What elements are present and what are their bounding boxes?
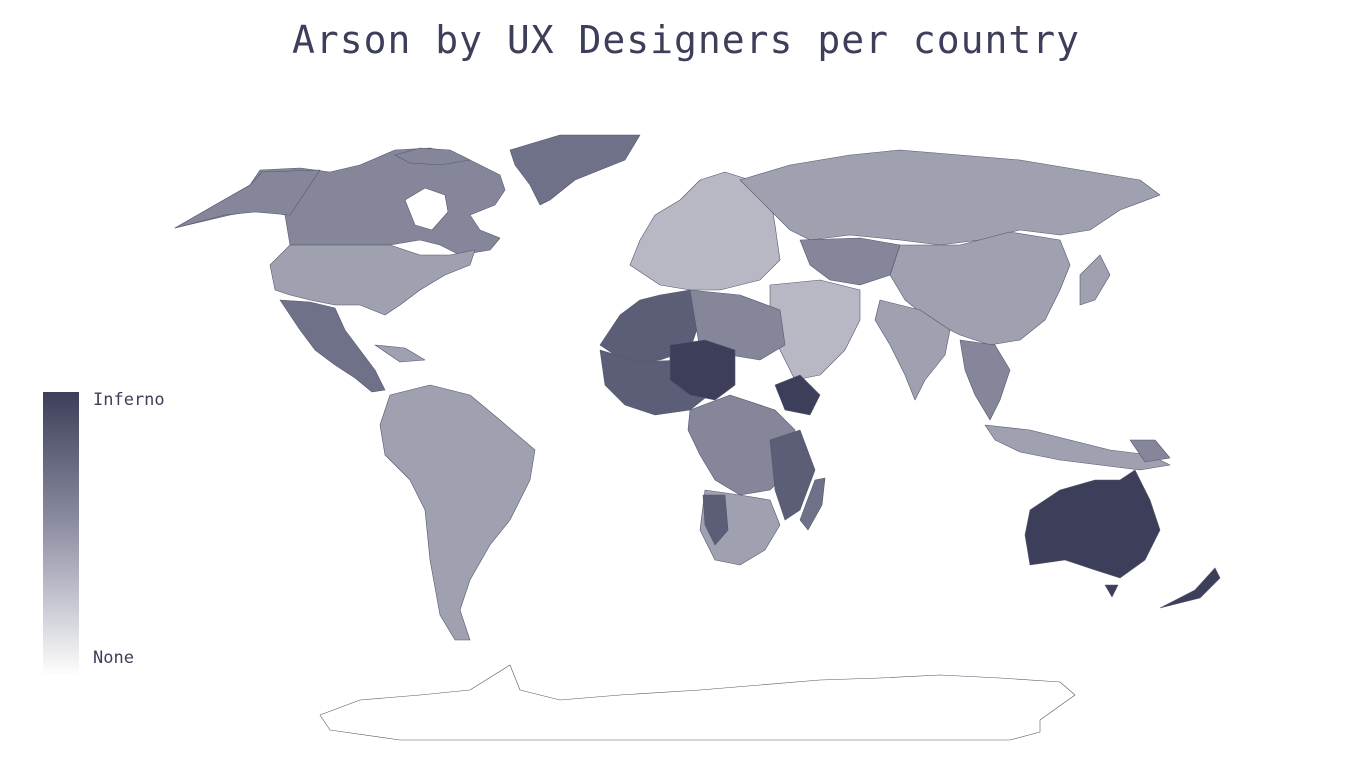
legend-min-label: None xyxy=(93,648,134,668)
region-china[interactable] xyxy=(889,231,1071,346)
region-new-zealand[interactable] xyxy=(1159,567,1221,609)
region-south-america[interactable] xyxy=(379,384,536,641)
map-title: Arson by UX Designers per country xyxy=(292,18,1080,62)
region-usa[interactable] xyxy=(269,244,476,316)
region-japan[interactable] xyxy=(1079,254,1111,306)
region-namibia[interactable] xyxy=(702,494,729,546)
region-caribbean[interactable] xyxy=(374,344,426,363)
region-greenland[interactable] xyxy=(509,134,641,206)
region-madagascar[interactable] xyxy=(799,477,826,531)
region-central-asia[interactable] xyxy=(799,237,901,286)
region-southeast-asia[interactable] xyxy=(959,339,1011,421)
region-antarctica[interactable] xyxy=(319,664,1076,741)
region-tasmania[interactable] xyxy=(1104,584,1119,598)
region-india[interactable] xyxy=(874,299,951,401)
region-australia[interactable] xyxy=(1024,469,1161,579)
region-papua[interactable] xyxy=(1129,439,1171,463)
legend-color-scale xyxy=(43,392,79,676)
region-russia[interactable] xyxy=(739,149,1161,246)
region-mexico[interactable] xyxy=(279,299,386,393)
region-alaska[interactable] xyxy=(174,169,321,229)
region-central-africa[interactable] xyxy=(687,394,796,496)
region-indonesia[interactable] xyxy=(984,424,1171,471)
hudson-bay xyxy=(404,187,449,231)
region-middle-east[interactable] xyxy=(769,279,861,381)
region-east-africa[interactable] xyxy=(769,429,816,521)
region-chad-niger[interactable] xyxy=(669,339,736,401)
region-ethiopia[interactable] xyxy=(774,374,821,416)
region-arctic-islands[interactable] xyxy=(394,147,471,166)
legend-max-label: Inferno xyxy=(93,390,165,410)
